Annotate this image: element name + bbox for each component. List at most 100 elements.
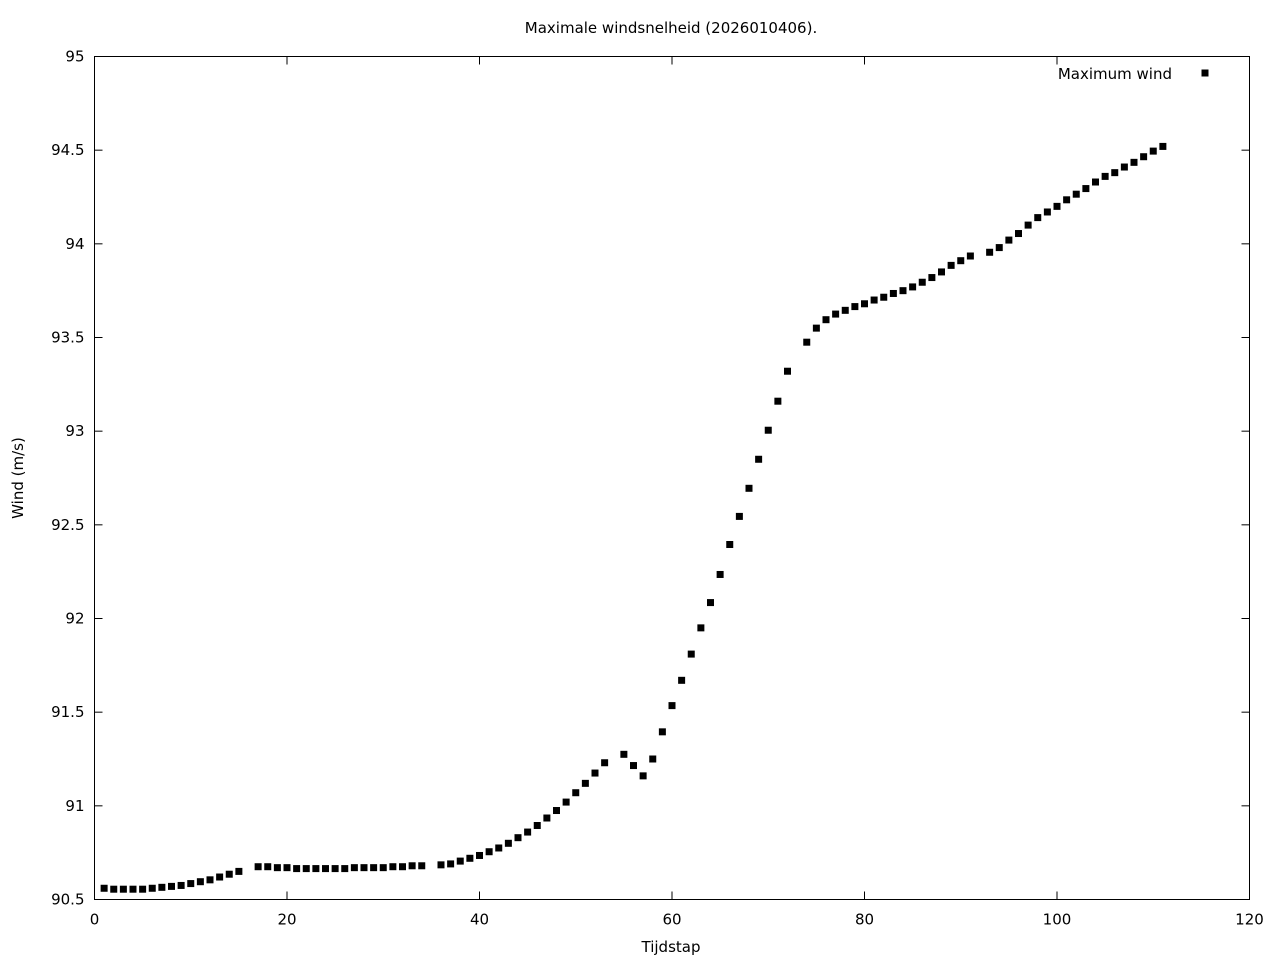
y-tick-label: 95	[65, 48, 84, 66]
data-point	[890, 290, 897, 297]
legend-marker	[1202, 70, 1209, 77]
data-point	[543, 815, 550, 822]
data-point	[823, 316, 830, 323]
data-point	[130, 886, 137, 893]
data-point	[149, 885, 156, 892]
data-point	[216, 874, 223, 881]
y-tick-label: 91.5	[51, 703, 84, 721]
data-point	[582, 780, 589, 787]
axis-ticks	[95, 57, 1250, 900]
data-point	[226, 871, 233, 878]
x-tick-label: 20	[277, 911, 296, 929]
data-point	[909, 283, 916, 290]
data-point	[774, 398, 781, 405]
data-point	[534, 822, 541, 829]
x-tick-label: 120	[1235, 911, 1264, 929]
data-point	[361, 864, 368, 871]
data-point	[495, 844, 502, 851]
data-point	[139, 886, 146, 893]
x-axis-label: Tijdstap	[641, 938, 701, 956]
data-point	[312, 865, 319, 872]
data-point	[447, 860, 454, 867]
data-point	[505, 840, 512, 847]
x-tick-label: 40	[470, 911, 489, 929]
data-point	[255, 863, 262, 870]
y-tick-label: 90.5	[51, 891, 84, 909]
data-point	[168, 883, 175, 890]
data-point	[900, 287, 907, 294]
data-point	[370, 864, 377, 871]
data-point	[438, 861, 445, 868]
data-point	[659, 728, 666, 735]
data-point	[707, 599, 714, 606]
data-point	[1025, 222, 1032, 229]
y-tick-label: 92	[65, 610, 84, 628]
data-point	[1044, 208, 1051, 215]
data-point	[803, 339, 810, 346]
data-point	[197, 878, 204, 885]
y-axis-label: Wind (m/s)	[9, 437, 27, 519]
data-point	[303, 865, 310, 872]
y-tick-label: 94	[65, 235, 84, 253]
y-tick-label: 93	[65, 422, 84, 440]
data-point	[755, 456, 762, 463]
data-point	[669, 702, 676, 709]
data-point	[601, 759, 608, 766]
data-point	[553, 807, 560, 814]
data-point	[1092, 179, 1099, 186]
data-point	[880, 294, 887, 301]
data-point	[332, 865, 339, 872]
data-point	[389, 863, 396, 870]
data-point	[1015, 230, 1022, 237]
data-point	[284, 864, 291, 871]
y-tick-label: 92.5	[51, 516, 84, 534]
data-point	[649, 756, 656, 763]
data-point	[409, 862, 416, 869]
data-point	[919, 279, 926, 286]
data-point	[630, 762, 637, 769]
data-point	[697, 624, 704, 631]
data-point	[515, 834, 522, 841]
data-point	[264, 863, 271, 870]
data-point	[1140, 153, 1147, 160]
data-point	[399, 863, 406, 870]
data-point	[592, 770, 599, 777]
legend: Maximum wind	[1058, 65, 1209, 83]
data-point	[928, 274, 935, 281]
data-point	[871, 297, 878, 304]
data-point	[996, 244, 1003, 251]
data-point	[563, 799, 570, 806]
data-point	[717, 571, 724, 578]
data-point	[380, 864, 387, 871]
data-point	[1005, 237, 1012, 244]
data-point	[1054, 203, 1061, 210]
data-point	[187, 880, 194, 887]
data-point	[476, 852, 483, 859]
plot-frame	[95, 57, 1250, 900]
data-point	[1121, 164, 1128, 171]
data-point	[101, 885, 108, 892]
data-point	[938, 268, 945, 275]
data-point	[746, 485, 753, 492]
data-point	[1150, 148, 1157, 155]
chart-title: Maximale windsnelheid (2026010406).	[525, 19, 817, 37]
data-point	[678, 677, 685, 684]
data-point	[726, 541, 733, 548]
data-point	[1111, 169, 1118, 176]
data-point	[1131, 159, 1138, 166]
data-point	[457, 858, 464, 865]
data-point	[688, 651, 695, 658]
data-point	[1063, 196, 1070, 203]
data-point	[986, 249, 993, 256]
x-tick-label: 80	[855, 911, 874, 929]
y-tick-label: 91	[65, 797, 84, 815]
data-point	[572, 789, 579, 796]
legend-label: Maximum wind	[1058, 65, 1172, 83]
data-point	[861, 300, 868, 307]
data-point	[486, 848, 493, 855]
data-point	[1082, 185, 1089, 192]
data-point	[466, 855, 473, 862]
tick-labels: 0 20 40 60 80 100 120 90.5 91 91.5 92 92.5 93 93.5 94 9…	[51, 48, 1264, 929]
y-tick-label: 94.5	[51, 141, 84, 159]
